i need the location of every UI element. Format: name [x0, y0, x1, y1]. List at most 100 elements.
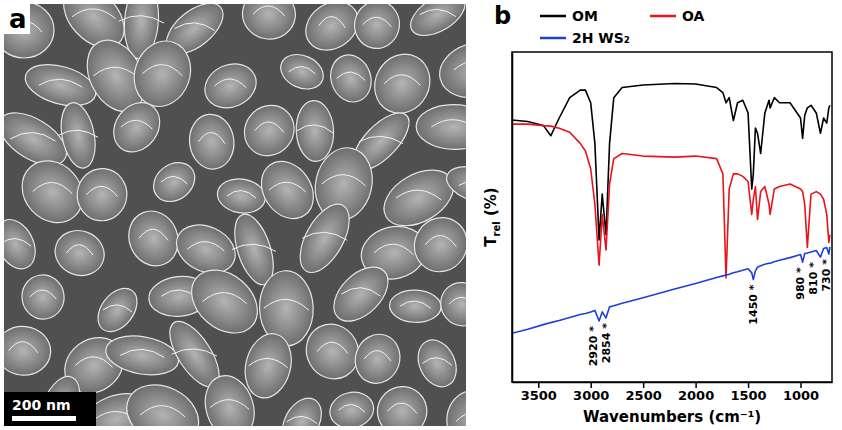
flake-edge: [172, 349, 217, 356]
flake: [350, 4, 404, 53]
flake-edge: [120, 349, 164, 357]
flake: [90, 281, 145, 339]
flake-edge: [249, 358, 288, 367]
flake: [442, 386, 466, 426]
x-tick: 1000: [783, 382, 819, 403]
flake-edge: [161, 176, 188, 184]
flake: [404, 4, 466, 44]
flake-edge: [364, 351, 390, 361]
flake: [75, 166, 129, 222]
flake-edge: [30, 290, 56, 299]
flake: [324, 49, 377, 107]
x-tick-mark: [800, 382, 802, 388]
x-tick: 2000: [678, 382, 714, 403]
flake-edge: [454, 61, 466, 72]
flake-edge: [39, 79, 83, 87]
peak-label: 980 *: [794, 267, 807, 300]
flake-edge: [359, 136, 403, 143]
x-tick-label: 3500: [521, 388, 557, 403]
x-tick-label: 2500: [626, 388, 662, 403]
flake: [4, 4, 54, 58]
flake: [4, 213, 43, 275]
scale-bar: [12, 416, 76, 421]
flake-edge: [202, 293, 246, 304]
series-line: [512, 124, 830, 278]
flake-edge: [374, 244, 413, 255]
flake-edge: [449, 297, 466, 306]
flake-edge: [456, 412, 466, 423]
flake-edge: [58, 130, 98, 137]
flake-edge: [227, 191, 256, 198]
flake-edge: [187, 242, 224, 251]
flake: [416, 104, 466, 150]
flake-edge: [142, 65, 182, 76]
flake-edge: [396, 190, 441, 200]
x-tick-mark: [538, 382, 540, 388]
flake-edge: [121, 120, 152, 129]
y-axis-title-part: (%): [482, 187, 500, 221]
annotations: 2920 *2854 *1450 *980 *810 *730 *: [587, 259, 833, 366]
flake-edge: [198, 133, 225, 144]
x-axis-line: [513, 382, 833, 384]
flake: [198, 370, 262, 426]
flake-edge: [264, 299, 309, 310]
flake-edge: [431, 120, 466, 129]
flake: [198, 56, 263, 115]
flake-edge: [93, 67, 138, 78]
flake-edge: [363, 17, 392, 26]
legend-label: OA: [682, 8, 705, 24]
peak-label: 1450 *: [747, 284, 760, 324]
y-axis-title: Trel (%): [482, 187, 502, 246]
flake-edge: [420, 9, 456, 16]
legend-label: OM: [572, 8, 598, 24]
flake: [442, 160, 466, 211]
flake-edge: [140, 406, 185, 417]
flake: [215, 176, 268, 217]
flake: [104, 94, 169, 161]
flake-edge: [215, 79, 247, 88]
x-axis: 3500 3000 2500 2000 1500 1000: [513, 382, 833, 403]
flake: [186, 112, 237, 172]
flake: [56, 100, 100, 171]
flake-edge: [72, 9, 116, 19]
flake-edge: [387, 403, 416, 413]
peak-label: 2920 *: [587, 326, 600, 366]
flake-edge: [459, 180, 466, 187]
flake-edge: [4, 238, 31, 246]
flake: [326, 388, 377, 426]
flake-edge: [287, 416, 318, 423]
flake-edge: [269, 182, 306, 192]
flake: [146, 155, 203, 210]
flake: [4, 324, 53, 378]
x-tick: 3000: [573, 382, 609, 403]
x-tick-mark: [695, 382, 697, 388]
flake: [251, 152, 324, 229]
flake-edge: [66, 245, 93, 255]
flake-edge: [339, 404, 365, 412]
flake-edge: [33, 182, 73, 193]
flake-edge: [341, 288, 380, 296]
x-tick-label: 1500: [730, 388, 766, 403]
legend-swatch: [540, 37, 566, 40]
flake: [290, 196, 359, 280]
y-axis: [512, 53, 513, 383]
x-tick-label: 3000: [573, 388, 609, 403]
y-axis-line: [512, 53, 514, 383]
flake: [368, 377, 436, 426]
flake-edge: [423, 358, 452, 366]
peak-label: 730 *: [820, 259, 833, 292]
series-line: [512, 83, 830, 239]
flake-edge: [253, 6, 285, 16]
x-tick: 3500: [521, 382, 557, 403]
flake: [275, 48, 329, 95]
image-background: [4, 4, 466, 426]
flake: [432, 274, 466, 335]
flake: [275, 391, 330, 426]
scale-bar-box: [4, 392, 96, 426]
flake-edge: [289, 67, 316, 74]
flake-edge: [119, 16, 164, 23]
flake: [117, 373, 209, 426]
legend: OMOA2H WS₂: [540, 8, 705, 46]
plot-area: [512, 83, 830, 333]
flake: [234, 95, 304, 165]
